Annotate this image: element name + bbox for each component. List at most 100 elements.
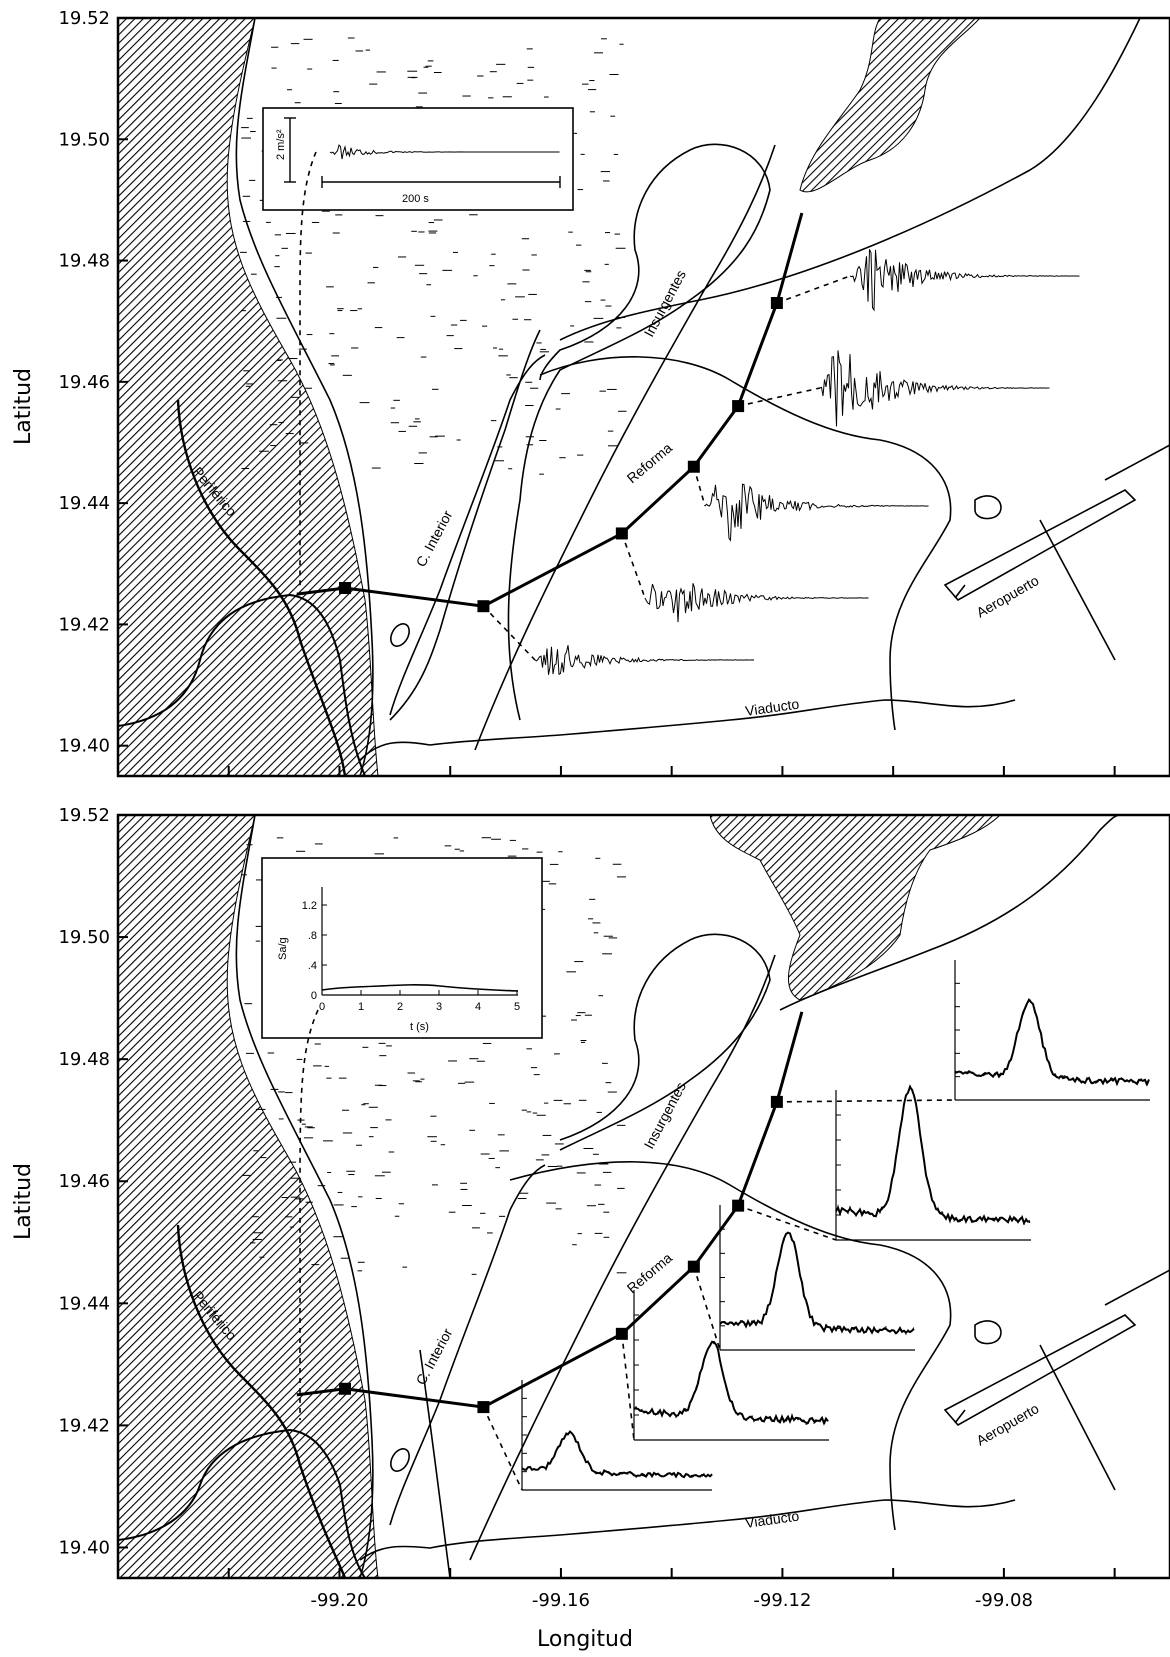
pond-west: [390, 1448, 410, 1472]
spectrum-curve-dashed: [521, 1429, 713, 1479]
zone-boundary-north: [779, 815, 1121, 1011]
spectrum-curve-dashed: [633, 1341, 829, 1427]
viaducto-road: [419, 1349, 451, 1578]
y-tick-label: 19.48: [58, 251, 110, 272]
accelerogram-trace: [534, 645, 755, 676]
accelerogram-trace: [819, 350, 1050, 427]
inset-y-tick-label: .4: [308, 960, 317, 972]
zone-boundary-west: [235, 18, 374, 776]
y-tick-label: 19.42: [58, 1415, 110, 1436]
y-tick-label: 19.52: [58, 805, 110, 826]
metro-line-top: [296, 212, 804, 608]
periferico-road: [176, 399, 347, 776]
y-tick-label: 19.44: [58, 493, 110, 514]
x-tick-label: -99.12: [753, 1590, 811, 1611]
viaducto-road: [389, 329, 541, 721]
y-tick-label: 19.50: [58, 927, 110, 948]
pond-east: [974, 495, 1002, 520]
aeropuerto-label: Aeropuerto: [974, 1400, 1042, 1449]
y-tick-label: 19.44: [58, 1293, 110, 1314]
inset-accelerogram-trace: [329, 144, 560, 160]
leader-line: [482, 1406, 523, 1491]
accelerogram-inset: 2 m/s² 200 s: [262, 107, 574, 211]
x-ticks-top: [227, 766, 1116, 776]
river-west: [118, 1428, 366, 1578]
x-tick-label: -99.08: [975, 1590, 1033, 1611]
time-scale-label: 200 s: [402, 193, 429, 205]
y-ticks-top: 19.52 19.50 19.48 19.46 19.44 19.42 19.40: [58, 8, 128, 757]
inset-y-title: Sa/g: [277, 937, 289, 960]
leader-line: [621, 533, 646, 599]
periferico-road: [176, 1224, 347, 1578]
lake-boundary: [539, 356, 952, 731]
y-tick-label: 19.40: [58, 1537, 110, 1558]
c-interior-label: C. Interior: [413, 1325, 456, 1387]
accelerogram-trace: [704, 483, 929, 542]
western-hills-area: [118, 18, 379, 776]
reforma-label: Reforma: [624, 439, 676, 486]
inset-y-ticks: 1.2 .8 .4 0: [302, 900, 327, 1002]
x-axis-title: Longitud: [537, 1627, 633, 1652]
insurgentes-road: [474, 144, 776, 751]
pond-east: [974, 1320, 1002, 1345]
top-panel: 2 m/s² 200 s Periférico C. Interior Insu…: [11, 8, 1170, 778]
reference-accelerogram: [329, 144, 560, 160]
leader-lines-bottom: [482, 1099, 956, 1491]
spectrum-curve-dashed: [954, 999, 1150, 1088]
y-axis-title-bottom: Latitud: [11, 1163, 36, 1240]
leader-line: [737, 387, 821, 407]
eastern-hills-area: [709, 815, 1001, 1001]
leader-line: [693, 466, 706, 507]
y-tick-label: 19.48: [58, 1049, 110, 1070]
inset-y-tick-label: 1.2: [302, 900, 317, 912]
spectrum-inset: 1.2 .8 .4 0 0 1 2 3 4 5 Sa/g t (s): [261, 857, 543, 1039]
inset-x-tick-label: 1: [358, 1001, 364, 1013]
river-west: [118, 593, 366, 776]
spectrum-curve: [634, 1340, 829, 1426]
zone-boundary-transition: [559, 933, 771, 1151]
y-axis-title-top: Latitud: [11, 368, 36, 445]
western-hills-area: [118, 815, 379, 1578]
y-tick-label: 19.46: [58, 1171, 110, 1192]
inset-x-tick-label: 4: [475, 1001, 481, 1013]
accelerogram-trace: [644, 583, 869, 623]
leader-line: [776, 275, 851, 304]
inset-x-tick-label: 0: [319, 1001, 325, 1013]
leader-lines-top: [482, 275, 851, 661]
inset-x-tick-label: 2: [397, 1001, 403, 1013]
zone-boundary-west: [235, 815, 374, 1578]
y-tick-label: 19.52: [58, 8, 110, 29]
inset-x-tick-label: 5: [514, 1001, 520, 1013]
x-ticks-bottom: -99.20 -99.16 -99.12 -99.08: [227, 1568, 1116, 1611]
eastern-hills-area: [799, 18, 981, 193]
airport-runway: [943, 444, 1170, 661]
inset-x-title: t (s): [410, 1021, 429, 1033]
ring-road-inner: [359, 699, 1016, 761]
inset-x-ticks: 0 1 2 3 4 5: [319, 990, 520, 1013]
leader-line: [737, 1204, 837, 1241]
aeropuerto-label: Aeropuerto: [974, 572, 1042, 621]
viaducto-label: Viaducto: [744, 1508, 800, 1531]
spectrum-curve: [719, 1231, 915, 1335]
x-tick-label: -99.20: [310, 1590, 368, 1611]
reference-leader-bottom: [299, 1009, 319, 1420]
accelerogram-trace: [849, 249, 1080, 312]
zone-boundary-transition: [507, 143, 771, 721]
reference-spectrum: [321, 984, 519, 992]
spectrum-curve-dashed: [719, 1232, 915, 1336]
map-frame-top: [116, 16, 1170, 778]
airport-runway: [943, 1269, 1170, 1491]
metro-line-bottom: [296, 1011, 804, 1409]
y-tick-label: 19.40: [58, 736, 110, 757]
y-tick-label: 19.46: [58, 372, 110, 393]
spectrum-curve-dashed: [835, 1084, 1031, 1226]
leader-line: [621, 1333, 635, 1441]
c-interior-road: [389, 1164, 546, 1526]
ring-road-inner: [359, 1499, 1016, 1561]
x-tick-label: -99.16: [532, 1590, 590, 1611]
c-interior-label: C. Interior: [413, 507, 456, 569]
map-frame-bottom: [116, 813, 1170, 1580]
c-interior-road: [389, 354, 546, 716]
leader-line: [482, 605, 536, 661]
